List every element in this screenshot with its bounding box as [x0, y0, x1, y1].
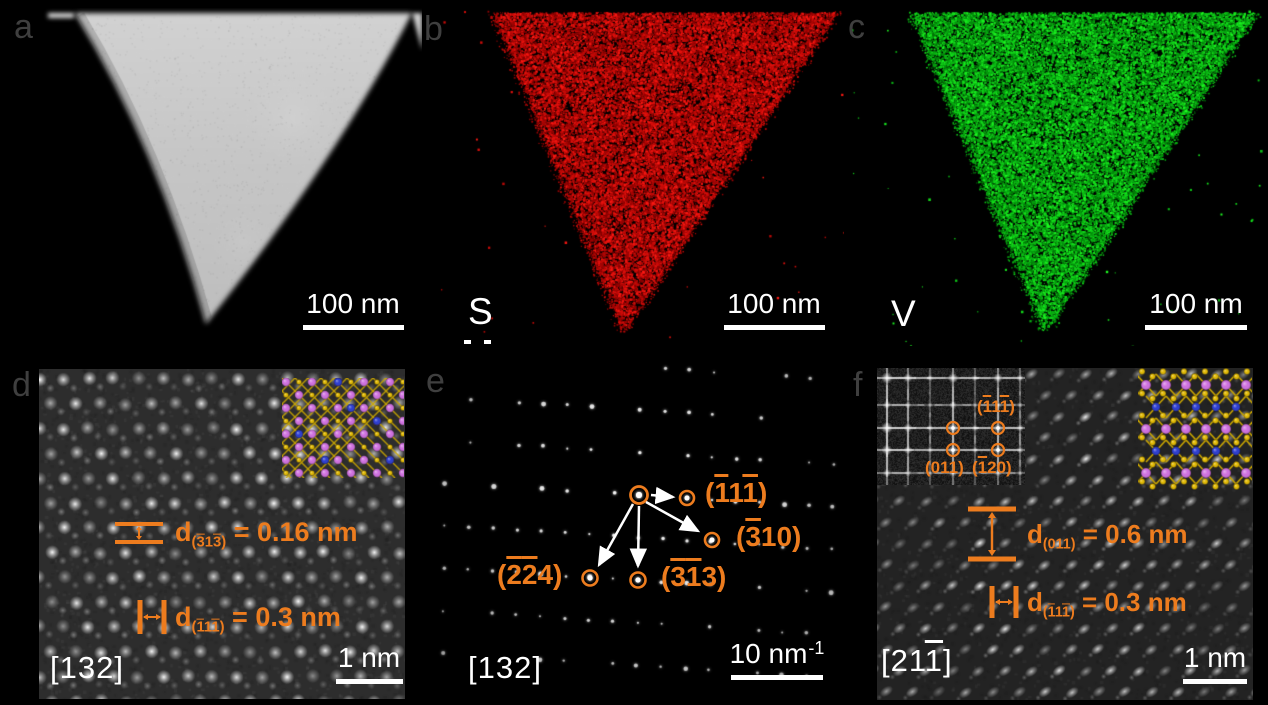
- spot-circle-310: [703, 531, 721, 549]
- fft-spot-circle: [990, 442, 1006, 458]
- crystal-model-inset-f: [1138, 368, 1252, 490]
- panel-letter-b: b: [424, 10, 443, 48]
- element-label-vanadium: V: [891, 293, 916, 334]
- panel-letter-d: d: [12, 366, 31, 404]
- scalebar-text: 100 nm: [1149, 288, 1243, 319]
- fft-annotations: [945, 420, 1006, 458]
- spot-circle-224: [581, 569, 599, 587]
- zone-axis-e: [132]: [468, 650, 542, 685]
- zone-axis-d: [132]: [50, 650, 124, 685]
- scalebar-a: 100 nm: [294, 290, 412, 330]
- eds-map-sulfur: [430, 8, 844, 346]
- panel-letter-a: a: [14, 8, 33, 46]
- fft-spot-circle: [945, 442, 961, 458]
- dspacing-text: d(313) = 0.16 nm: [175, 517, 358, 551]
- clipped-text-mark: [464, 340, 471, 344]
- horizontal-gap-symbol: [137, 600, 167, 634]
- fft-label-120: (120): [972, 458, 1012, 477]
- scalebar-b: 100 nm: [715, 290, 833, 330]
- scalebar-line: [1145, 325, 1247, 330]
- fft-spot-circle: [990, 420, 1006, 436]
- dspacing-annotation-111b: d(111) = 0.3 nm: [988, 584, 1187, 620]
- ibeam-gap-symbol: [968, 506, 1016, 562]
- scalebar-text: 1 nm: [337, 642, 401, 673]
- scalebar-text: 1 nm: [1183, 642, 1247, 673]
- spot-label-111: (111): [705, 477, 768, 508]
- dspacing-text: d(011) = 0.6 nm: [1027, 519, 1188, 553]
- element-label-sulfur: S: [468, 291, 493, 332]
- crystal-model-inset-d: [282, 378, 404, 478]
- spot-label-310: (310): [736, 521, 802, 552]
- scalebar-c: 100 nm: [1137, 290, 1255, 330]
- dspacing-text: d(111) = 0.3 nm: [1027, 587, 1187, 621]
- zone-axis-f: [211]: [881, 643, 953, 678]
- scalebar-e: 10 nm-1: [727, 638, 827, 680]
- vertical-gap-symbol: [115, 521, 163, 544]
- fft-spot-circle: [945, 420, 961, 436]
- clipped-text-mark: [484, 340, 491, 344]
- fft-label-111: (111): [977, 397, 1015, 416]
- scalebar-line: [731, 675, 823, 680]
- diffraction-arrows: [597, 486, 701, 569]
- fft-label-011: (011): [925, 458, 964, 477]
- fft-inset: [877, 368, 1025, 485]
- dspacing-annotation-011: d(011) = 0.6 nm: [966, 505, 1187, 563]
- scalebar-line: [302, 325, 404, 330]
- scalebar-text: 100 nm: [727, 288, 821, 319]
- scalebar-d: 1 nm: [323, 644, 415, 684]
- panel-letter-f: f: [853, 366, 863, 404]
- horizontal-gap-symbol: [989, 586, 1019, 618]
- scalebar-f: 1 nm: [1168, 644, 1262, 684]
- dspacing-text: d(111) = 0.3 nm: [175, 601, 341, 636]
- diffraction-annotations: [581, 485, 721, 589]
- dspacing-annotation-111: d(111) = 0.3 nm: [136, 598, 341, 636]
- scalebar-text: 10 nm-1: [729, 638, 825, 669]
- dspacing-annotation-313: d(313) = 0.16 nm: [113, 517, 358, 551]
- scalebar-line: [723, 325, 825, 330]
- panel-letter-c: c: [848, 8, 865, 46]
- stem-overview-image: [8, 8, 422, 346]
- eds-map-vanadium: [850, 8, 1264, 346]
- scalebar-text: 100 nm: [306, 288, 400, 319]
- spot-circle-111: [678, 489, 696, 507]
- superscript: -1: [808, 638, 825, 658]
- panel-letter-e: e: [426, 362, 445, 400]
- spot-label-313: (313): [661, 561, 727, 592]
- spot-label-224: (224): [497, 559, 563, 590]
- scalebar-line: [335, 679, 403, 684]
- scalebar-line: [1183, 679, 1247, 684]
- spot-circle-313: [629, 571, 647, 589]
- central-spot-circle: [629, 485, 649, 505]
